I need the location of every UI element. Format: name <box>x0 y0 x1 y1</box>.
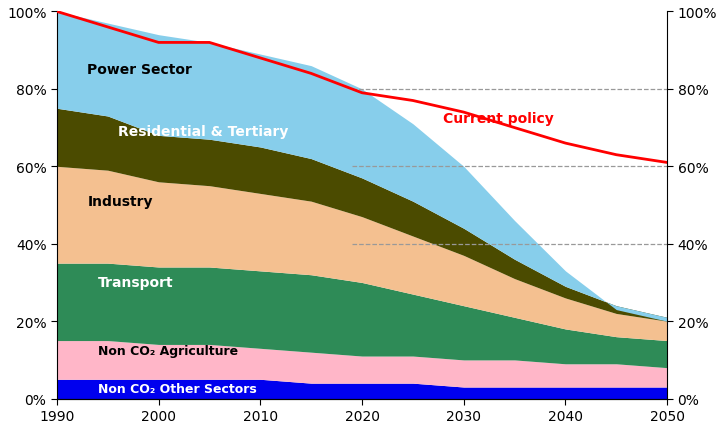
Text: Power Sector: Power Sector <box>88 63 193 77</box>
Text: Residential & Tertiary: Residential & Tertiary <box>118 125 288 139</box>
Text: Non CO₂ Agriculture: Non CO₂ Agriculture <box>98 344 237 357</box>
Text: Current policy: Current policy <box>443 111 554 126</box>
Text: Industry: Industry <box>88 195 153 209</box>
Text: Transport: Transport <box>98 276 173 290</box>
Text: Non CO₂ Other Sectors: Non CO₂ Other Sectors <box>98 382 256 395</box>
